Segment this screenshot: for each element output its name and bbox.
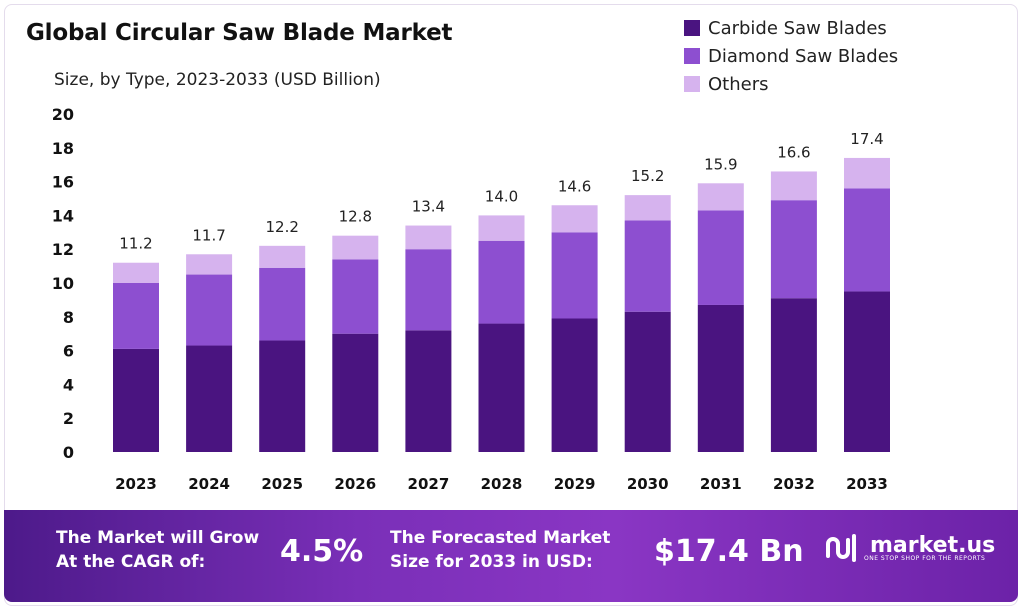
x-tick-label: 2025: [261, 475, 303, 493]
x-tick-label: 2024: [188, 475, 230, 493]
y-tick-label: 2: [63, 409, 74, 428]
forecast-label-line1: The Forecasted Market: [390, 528, 611, 548]
forecast-value: $17.4 Bn: [654, 534, 804, 569]
x-tick-label: 2026: [334, 475, 376, 493]
brand-name: market.us: [870, 532, 996, 558]
x-tick-label: 2028: [481, 475, 523, 493]
x-tick-label: 2031: [700, 475, 742, 493]
cagr-value: 4.5%: [280, 534, 364, 569]
x-tick-label: 2023: [115, 475, 157, 493]
data-label-total: 13.4: [412, 198, 445, 216]
bar-segment-diamond-saw-blades: [770, 200, 817, 299]
chart-title: Global Circular Saw Blade Market: [26, 20, 453, 46]
x-tick-label: 2030: [627, 475, 669, 493]
bar-segment-diamond-saw-blades: [624, 220, 671, 312]
y-tick-label: 4: [63, 375, 74, 394]
data-label-total: 12.2: [265, 218, 298, 236]
bar-segment-others: [551, 205, 598, 233]
legend-item-others: Others: [684, 70, 898, 98]
data-label-total: 12.8: [339, 208, 372, 226]
cagr-label-line1: The Market will Grow: [56, 528, 260, 548]
data-label-total: 14.0: [485, 187, 518, 205]
legend-label-diamond: Diamond Saw Blades: [708, 45, 899, 67]
y-tick-label: 14: [52, 206, 74, 225]
x-tick-label: 2027: [408, 475, 450, 493]
bar-segment-carbide-saw-blades: [113, 348, 159, 452]
bar-segment-carbide-saw-blades: [186, 345, 233, 452]
bar-segment-diamond-saw-blades: [405, 249, 452, 331]
x-tick-label: 2032: [773, 475, 815, 493]
forecast-label-line2: Size for 2033 in USD:: [390, 552, 593, 572]
data-label-total: 17.4: [850, 130, 883, 148]
legend-swatch-diamond: [684, 48, 700, 64]
summary-banner: The Market will Grow At the CAGR of: 4.5…: [4, 510, 1018, 602]
bar-segment-others: [259, 245, 306, 268]
bar-segment-others: [624, 195, 671, 221]
bar-segment-carbide-saw-blades: [405, 330, 452, 452]
bar-segment-others: [844, 157, 890, 189]
bar-segment-diamond-saw-blades: [332, 259, 379, 334]
bar-segment-diamond-saw-blades: [844, 188, 890, 292]
bar-segment-carbide-saw-blades: [478, 323, 525, 452]
bar-segment-others: [478, 215, 525, 241]
y-tick-label: 12: [52, 240, 74, 259]
bar-segment-diamond-saw-blades: [478, 240, 525, 324]
x-tick-label: 2029: [554, 475, 596, 493]
forecast-label: The Forecasted Market Size for 2033 in U…: [390, 526, 610, 574]
data-label-total: 11.2: [119, 235, 152, 253]
bar-segment-diamond-saw-blades: [186, 274, 233, 346]
data-label-total: 11.7: [192, 226, 225, 244]
bar-segment-others: [770, 171, 817, 201]
legend-swatch-others: [684, 76, 700, 92]
y-tick-label: 16: [52, 173, 74, 192]
chart-subtitle: Size, by Type, 2023-2033 (USD Billion): [54, 70, 381, 90]
bar-segment-diamond-saw-blades: [259, 267, 306, 341]
bar-segment-carbide-saw-blades: [844, 291, 890, 452]
bar-segment-others: [332, 235, 379, 260]
cagr-label: The Market will Grow At the CAGR of:: [56, 526, 259, 574]
data-label-total: 15.9: [704, 155, 737, 173]
cagr-label-line2: At the CAGR of:: [56, 552, 206, 572]
data-label-total: 14.6: [558, 177, 591, 195]
data-label-total: 15.2: [631, 167, 664, 185]
bar-segment-others: [405, 225, 452, 250]
legend-label-carbide: Carbide Saw Blades: [708, 17, 887, 39]
legend-swatch-carbide: [684, 20, 700, 36]
bar-chart: 0 2 4 6 8 10 12 14 16 18 20 11.2 2023 11.7 2024 12.2 202…: [52, 105, 890, 493]
y-tick-label: 10: [52, 274, 74, 293]
bar-segment-carbide-saw-blades: [551, 318, 598, 452]
x-tick-label: 2033: [846, 475, 888, 493]
data-label-total: 16.6: [777, 143, 810, 161]
bar-segment-others: [186, 254, 233, 275]
bar-segment-diamond-saw-blades: [551, 232, 598, 319]
brand-tagline: ONE STOP SHOP FOR THE REPORTS: [864, 554, 986, 562]
bar-segment-diamond-saw-blades: [697, 210, 744, 305]
bar-segment-others: [113, 262, 159, 283]
brand-logo: market.us ONE STOP SHOP FOR THE REPORTS: [824, 532, 995, 564]
bar-segment-carbide-saw-blades: [624, 311, 671, 452]
bar-segment-others: [697, 183, 744, 211]
bar-segment-diamond-saw-blades: [113, 283, 159, 349]
bar-segment-carbide-saw-blades: [332, 333, 379, 452]
chart-frame: [4, 4, 1018, 606]
legend: Carbide Saw Blades Diamond Saw Blades Ot…: [684, 14, 898, 98]
legend-label-others: Others: [708, 73, 769, 95]
y-tick-label: 6: [63, 342, 74, 361]
bar-segment-carbide-saw-blades: [770, 298, 817, 452]
y-tick-label: 18: [52, 139, 74, 158]
legend-item-diamond: Diamond Saw Blades: [684, 42, 898, 70]
market-us-logo-icon: [826, 534, 856, 562]
bar-segment-carbide-saw-blades: [697, 304, 744, 452]
bar-segment-carbide-saw-blades: [259, 340, 306, 452]
y-tick-label: 8: [63, 308, 74, 327]
y-tick-label: 0: [63, 443, 74, 462]
y-tick-label: 20: [52, 105, 74, 124]
legend-item-carbide: Carbide Saw Blades: [684, 14, 898, 42]
